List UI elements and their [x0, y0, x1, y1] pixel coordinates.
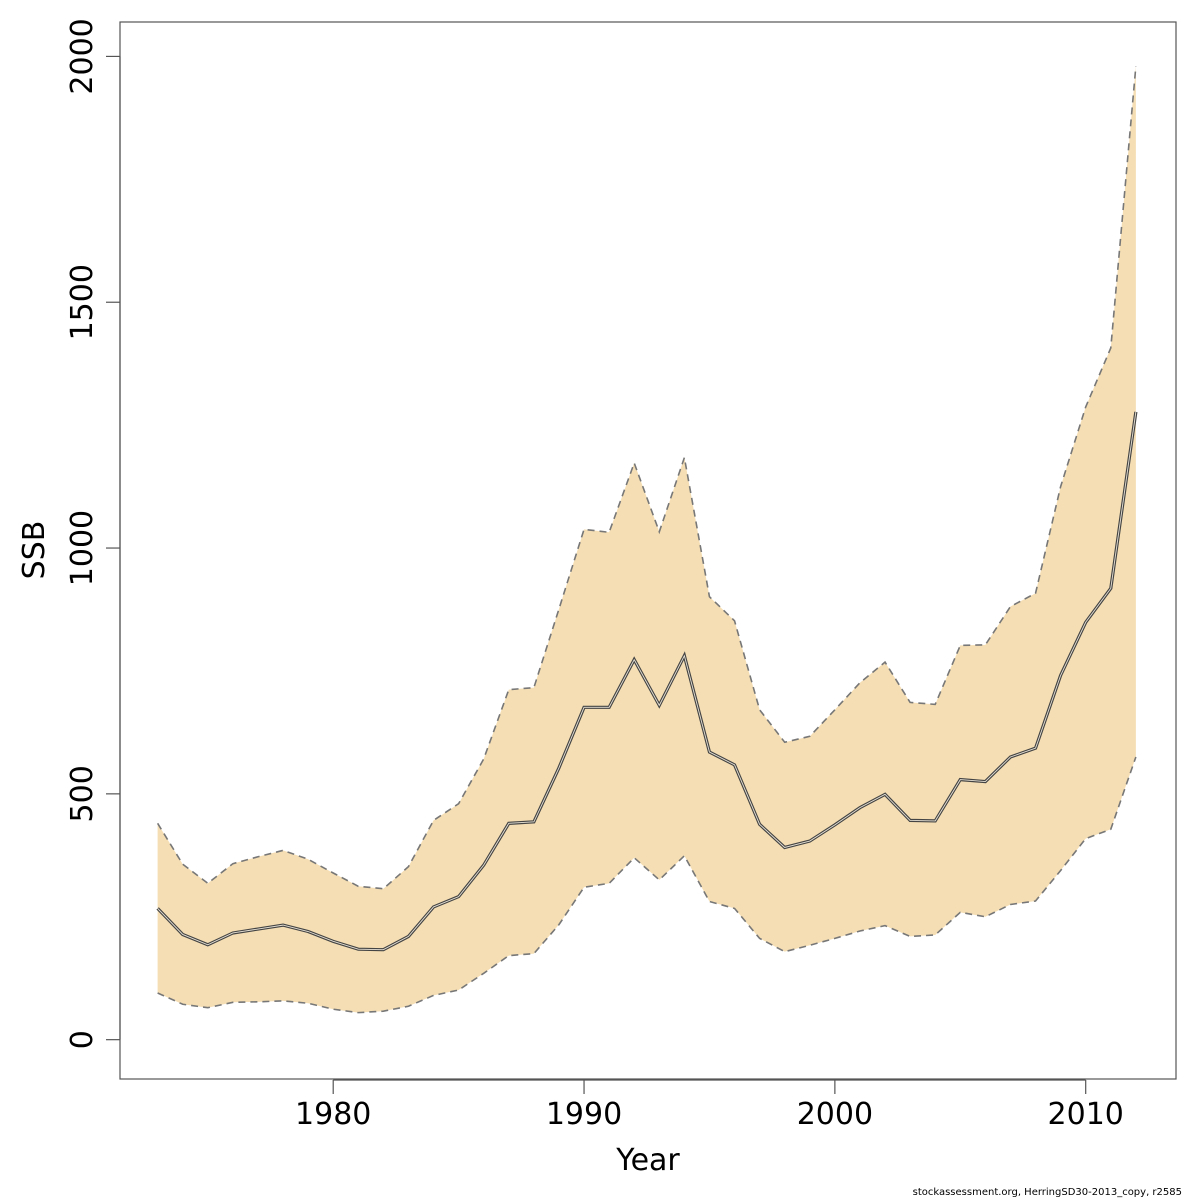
- upper-bound-line: [156, 66, 1137, 890]
- y-tick-label-2000: 2000: [65, 18, 100, 94]
- y-axis-label: SSB: [17, 521, 52, 580]
- confidence-band: [157, 66, 1136, 1013]
- ssb-estimate-line-inner: [157, 411, 1137, 951]
- lower-bound-line: [157, 756, 1137, 1014]
- x-tick-label-1990: 1990: [546, 1097, 622, 1132]
- y-tick-label-1000: 1000: [65, 510, 100, 586]
- y-tick-label-0: 0: [65, 1030, 100, 1049]
- axis-layer: 1980 1990 2000 2010 0 500 1000 1500 2000: [65, 18, 1124, 1132]
- x-tick-label-2000: 2000: [797, 1097, 873, 1132]
- series-line-layer: [156, 66, 1138, 1014]
- confidence-band-layer: [157, 66, 1136, 1013]
- x-axis-label: Year: [615, 1143, 680, 1178]
- y-tick-label-1500: 1500: [65, 264, 100, 340]
- source-footnote: stockassessment.org, HerringSD30-2013_co…: [912, 1187, 1182, 1198]
- x-tick-label-2010: 2010: [1048, 1097, 1124, 1132]
- x-tick-label-1980: 1980: [295, 1097, 371, 1132]
- y-tick-label-500: 500: [65, 765, 100, 822]
